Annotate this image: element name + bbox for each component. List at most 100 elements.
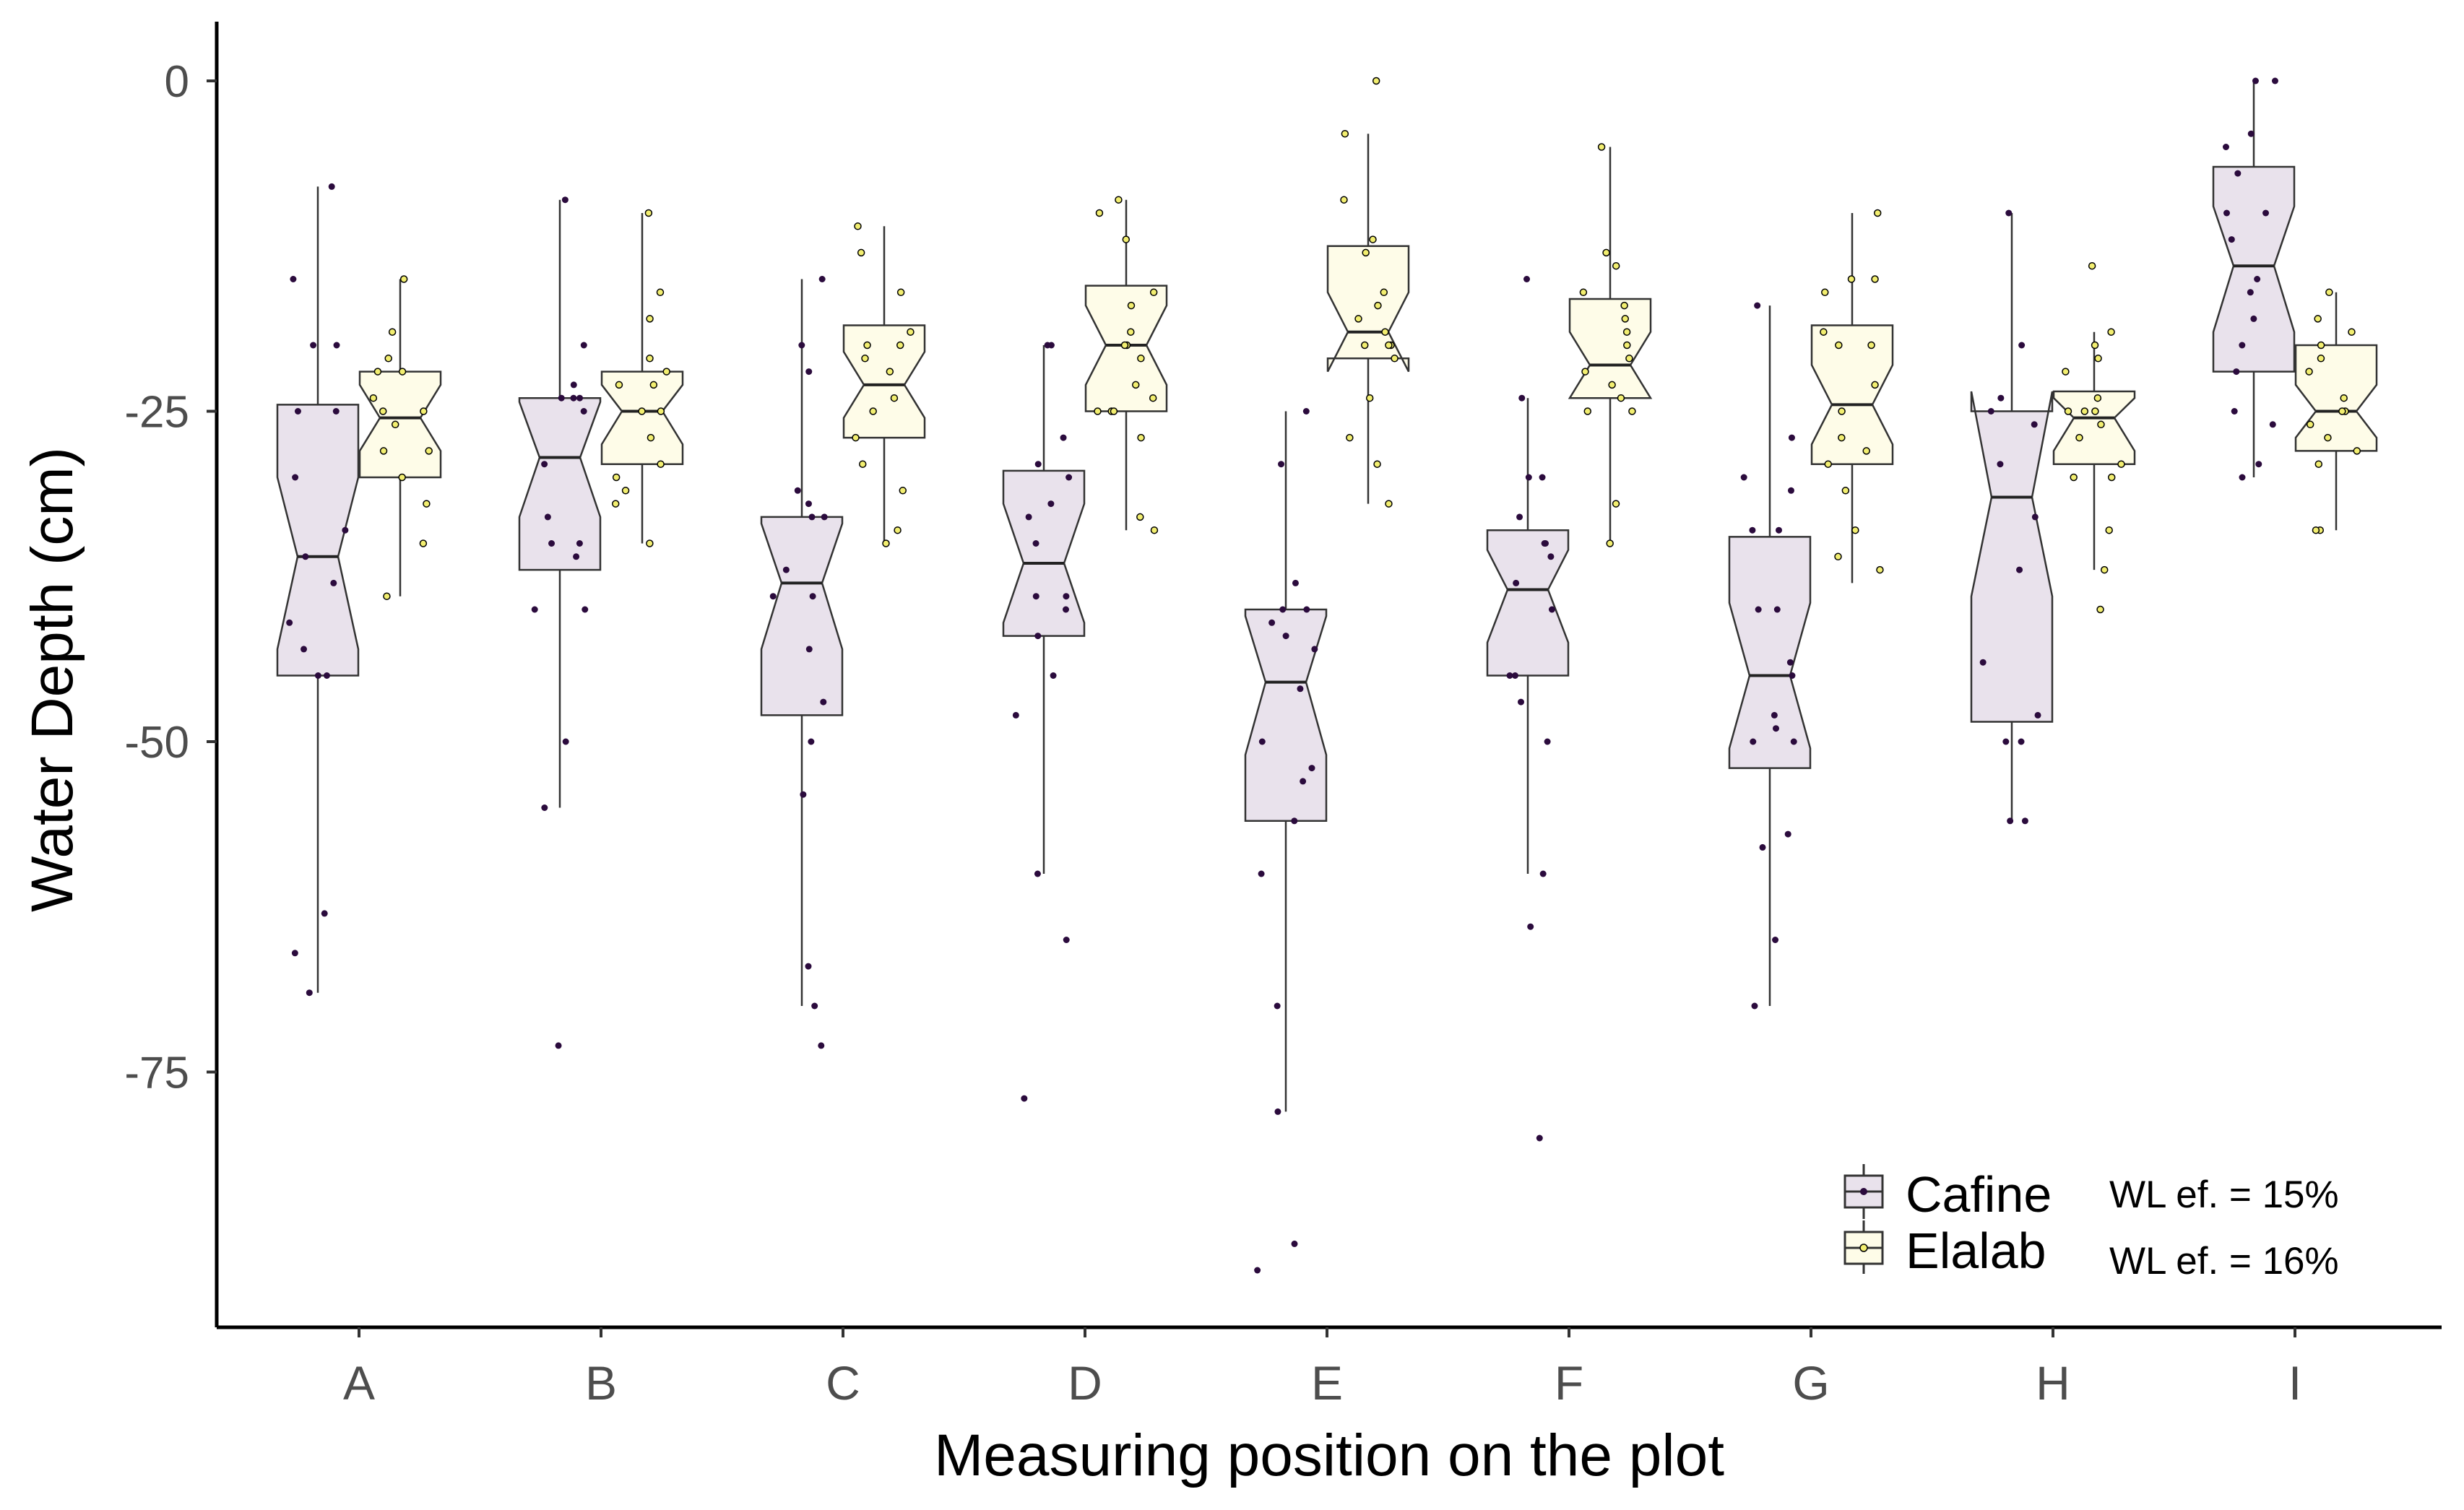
points-elalab-I	[2305, 288, 2361, 534]
data-point	[809, 593, 816, 600]
data-point	[1548, 606, 1555, 613]
data-point	[2034, 711, 2041, 719]
data-point	[2233, 368, 2240, 376]
data-point	[1354, 315, 1362, 323]
data-point	[2234, 170, 2242, 177]
data-point	[1841, 487, 1850, 495]
data-point	[646, 315, 654, 323]
data-point	[646, 539, 654, 547]
data-point	[1987, 408, 1994, 415]
data-point	[854, 222, 862, 230]
data-point	[2252, 77, 2259, 84]
data-point	[2353, 447, 2361, 455]
data-point	[1750, 738, 1757, 745]
box-body	[1568, 298, 1653, 399]
data-point	[541, 461, 548, 468]
data-point	[321, 910, 328, 917]
x-tick-label: C	[826, 1356, 860, 1410]
data-point	[1360, 341, 1369, 350]
data-point	[1771, 711, 1778, 719]
box-body	[842, 324, 926, 439]
data-point	[1025, 513, 1032, 521]
data-point	[1541, 540, 1548, 547]
data-point	[1282, 633, 1289, 640]
data-point	[896, 288, 905, 297]
data-point	[1047, 500, 1055, 508]
data-point	[1997, 461, 2004, 468]
points-cafine-E	[1254, 408, 1318, 1274]
data-point	[379, 447, 388, 455]
data-point	[621, 487, 630, 495]
data-point	[1754, 302, 1761, 309]
box-cafine-E	[1244, 411, 1328, 1112]
data-point	[1012, 711, 1019, 719]
data-point	[612, 473, 621, 482]
box-elalab-G	[1810, 213, 1894, 583]
data-point	[561, 196, 569, 204]
data-point	[310, 342, 317, 349]
data-point	[649, 381, 658, 389]
data-point	[1120, 341, 1129, 350]
data-point	[2105, 526, 2113, 534]
data-point	[2018, 738, 2025, 745]
data-point	[1516, 513, 1523, 521]
data-point	[1867, 341, 1875, 350]
data-point	[1536, 1134, 1543, 1142]
data-point	[580, 408, 587, 415]
data-point	[2325, 288, 2333, 297]
points-elalab-D	[1094, 196, 1159, 534]
data-point	[2100, 565, 2109, 574]
box-cafine-H	[1970, 213, 2054, 821]
data-point	[886, 368, 894, 376]
data-point	[890, 394, 899, 402]
box-body	[276, 404, 360, 677]
box-body	[358, 370, 442, 479]
data-point	[1311, 646, 1318, 653]
data-point	[1254, 1267, 1261, 1274]
data-point	[1122, 235, 1131, 243]
data-point	[2088, 261, 2096, 270]
data-point	[1579, 288, 1588, 297]
data-point	[657, 460, 665, 468]
data-point	[1820, 328, 1828, 336]
data-point	[1063, 593, 1070, 600]
data-point	[1115, 196, 1123, 204]
box-cafine-D	[1002, 345, 1086, 874]
data-point	[1136, 513, 1144, 521]
data-point	[1365, 394, 1374, 402]
data-point	[419, 539, 428, 547]
data-point	[1608, 381, 1616, 389]
data-point	[1835, 341, 1843, 350]
data-point	[1740, 474, 1747, 481]
data-point	[2269, 421, 2276, 428]
data-point	[861, 355, 869, 363]
data-point	[808, 738, 815, 745]
data-point	[794, 487, 801, 494]
data-point	[1862, 447, 1870, 455]
data-point	[333, 342, 340, 349]
data-point	[2107, 328, 2115, 336]
data-point	[2239, 342, 2246, 349]
data-point	[2031, 421, 2038, 428]
data-point	[1612, 261, 1620, 270]
data-point	[1132, 381, 1140, 389]
data-point	[869, 407, 877, 415]
y-axis-ticks: 0 -25 -50 -75	[124, 57, 217, 1098]
data-point	[1374, 301, 1382, 310]
points-cafine-G	[1740, 302, 1797, 1010]
y-tick-label: -25	[124, 388, 189, 438]
data-point	[1127, 328, 1135, 336]
legend-key-cafine	[1843, 1164, 1884, 1219]
data-point	[615, 381, 623, 389]
data-point	[1539, 474, 1546, 481]
data-point	[548, 540, 556, 547]
data-point	[570, 394, 577, 402]
data-point	[1346, 433, 1354, 442]
data-point	[1581, 368, 1589, 376]
data-point	[896, 341, 904, 350]
data-point	[1997, 394, 2005, 402]
data-point	[1060, 434, 1067, 441]
data-point	[1063, 606, 1070, 613]
y-tick-label: -50	[124, 718, 189, 768]
data-point	[1341, 129, 1349, 138]
